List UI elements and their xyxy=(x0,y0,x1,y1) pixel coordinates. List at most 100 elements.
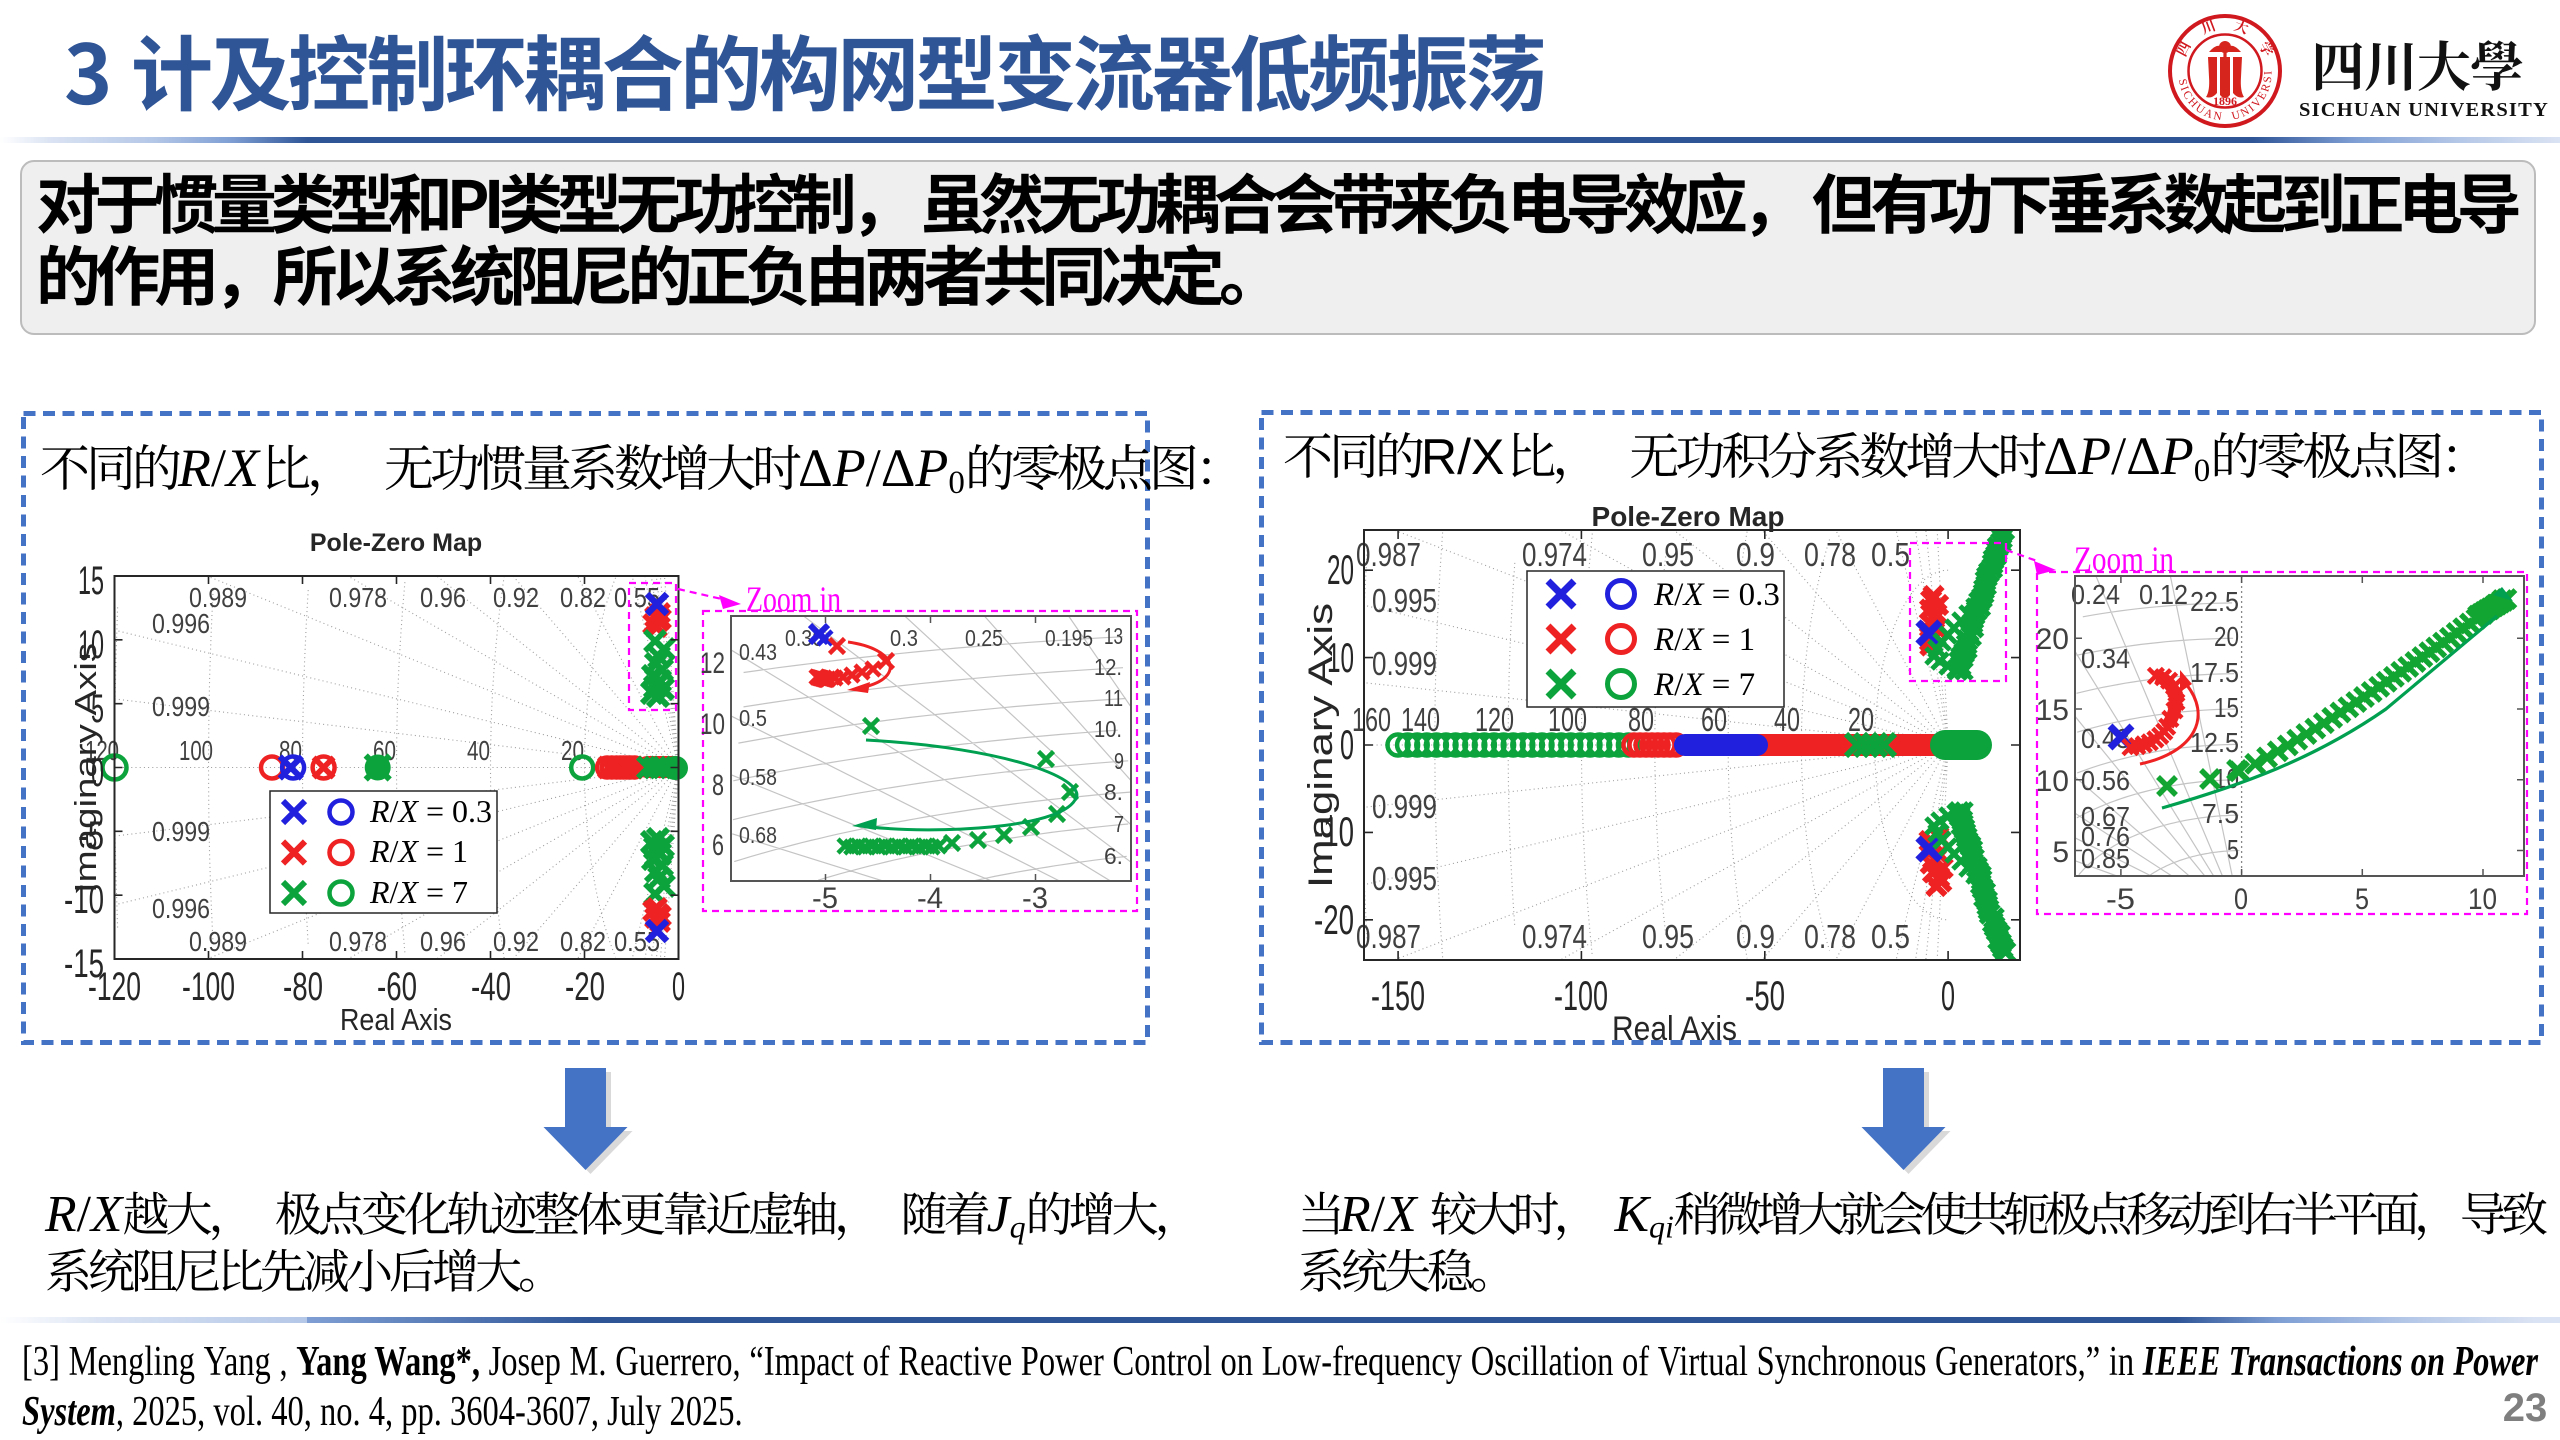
svg-text:/: / xyxy=(2111,426,2126,486)
svg-text:0.43: 0.43 xyxy=(739,639,777,665)
svg-text:0.987: 0.987 xyxy=(1356,918,1421,955)
svg-text:0.996: 0.996 xyxy=(152,893,210,924)
svg-text:0: 0 xyxy=(1941,972,1955,1019)
svg-text:/: / xyxy=(211,438,226,498)
svg-text:-4: -4 xyxy=(917,882,943,915)
svg-text:P: P xyxy=(2077,426,2111,486)
svg-text:0.24: 0.24 xyxy=(2071,579,2120,610)
svg-text:0.95: 0.95 xyxy=(1642,918,1694,955)
svg-text:10: 10 xyxy=(1327,634,1354,681)
svg-text:-5: -5 xyxy=(2106,883,2135,916)
svg-text:17.5: 17.5 xyxy=(2190,657,2239,688)
svg-text:0.989: 0.989 xyxy=(189,926,247,957)
svg-text:0.995: 0.995 xyxy=(1372,582,1437,619)
svg-text:12.: 12. xyxy=(1094,654,1122,680)
svg-text:0.974: 0.974 xyxy=(1522,536,1587,573)
svg-text:SICHUAN UNIVERSITY: SICHUAN UNIVERSITY xyxy=(2299,99,2549,121)
svg-text:10: 10 xyxy=(700,708,725,741)
svg-text:/: / xyxy=(1371,1186,1386,1243)
svg-text:10.: 10. xyxy=(1094,716,1122,742)
svg-text:0.76: 0.76 xyxy=(2081,821,2130,852)
svg-text:0.85: 0.85 xyxy=(2081,843,2130,874)
svg-text:R/X = 0.3: R/X = 0.3 xyxy=(369,793,492,829)
svg-text:20: 20 xyxy=(1848,701,1874,738)
svg-text:12.5: 12.5 xyxy=(2190,727,2239,758)
svg-text:-5: -5 xyxy=(78,814,104,858)
svg-text:Real Axis: Real Axis xyxy=(340,1002,452,1037)
svg-text:0.96: 0.96 xyxy=(420,582,466,613)
svg-text:12: 12 xyxy=(700,647,725,680)
svg-text:R/X: R/X xyxy=(1421,429,1504,485)
svg-text:0: 0 xyxy=(1340,721,1354,768)
svg-text:R/X = 7: R/X = 7 xyxy=(369,874,468,910)
svg-text:20: 20 xyxy=(2036,623,2069,656)
svg-text:P: P xyxy=(2160,426,2194,486)
svg-text:-20: -20 xyxy=(565,965,605,1009)
svg-text:/: / xyxy=(77,1186,92,1243)
svg-text:100: 100 xyxy=(179,735,213,766)
svg-text:40: 40 xyxy=(467,735,490,766)
svg-text:Δ: Δ xyxy=(881,438,916,498)
svg-text:0.92: 0.92 xyxy=(493,582,539,613)
svg-text:0.989: 0.989 xyxy=(189,582,247,613)
svg-text:10: 10 xyxy=(2036,765,2069,798)
svg-text:-120: -120 xyxy=(88,965,141,1009)
svg-text:q: q xyxy=(1010,1209,1026,1245)
svg-text:6.: 6. xyxy=(1104,843,1123,869)
svg-text:22.5: 22.5 xyxy=(2190,586,2239,617)
svg-text:0.82: 0.82 xyxy=(560,582,606,613)
svg-text:-60: -60 xyxy=(377,965,417,1009)
svg-text:-10: -10 xyxy=(1314,808,1354,855)
svg-text:15: 15 xyxy=(78,559,104,603)
svg-text:6: 6 xyxy=(712,829,724,862)
svg-text:0.999: 0.999 xyxy=(152,691,210,722)
svg-text:120: 120 xyxy=(1475,701,1514,738)
svg-text:-100: -100 xyxy=(182,965,235,1009)
svg-text:-10: -10 xyxy=(64,878,104,922)
svg-text:0.67: 0.67 xyxy=(2081,801,2130,832)
svg-text:R/X = 1: R/X = 1 xyxy=(369,833,468,869)
svg-text:0.96: 0.96 xyxy=(420,926,466,957)
svg-text:0.5: 0.5 xyxy=(1871,918,1910,955)
svg-text:9: 9 xyxy=(1114,748,1124,774)
svg-text:0.82: 0.82 xyxy=(560,926,606,957)
svg-text:-100: -100 xyxy=(1554,972,1608,1019)
svg-text:Δ: Δ xyxy=(2043,426,2078,486)
svg-text:-150: -150 xyxy=(1371,972,1425,1019)
svg-text:K: K xyxy=(1614,1186,1652,1243)
svg-text:10: 10 xyxy=(2468,883,2497,916)
svg-text:140: 140 xyxy=(1401,701,1440,738)
svg-text:20: 20 xyxy=(2214,621,2239,652)
svg-text:0: 0 xyxy=(948,465,965,501)
svg-text:0: 0 xyxy=(672,965,685,1009)
svg-text:7.5: 7.5 xyxy=(2202,798,2239,829)
svg-text:0: 0 xyxy=(2234,883,2248,916)
svg-text:X: X xyxy=(89,1186,125,1243)
svg-text:R: R xyxy=(177,438,211,498)
svg-text:0.12: 0.12 xyxy=(2139,579,2188,610)
svg-text:15: 15 xyxy=(2036,694,2069,727)
svg-text:R: R xyxy=(1338,1186,1371,1243)
svg-text:0.3: 0.3 xyxy=(890,625,918,651)
svg-text:P: P xyxy=(914,438,948,498)
svg-text:X: X xyxy=(224,438,261,498)
svg-text:R/X = 0.3: R/X = 0.3 xyxy=(1653,577,1780,613)
svg-text:15: 15 xyxy=(2214,692,2239,723)
svg-text:0.195: 0.195 xyxy=(1045,625,1093,651)
svg-text:0.999: 0.999 xyxy=(1372,645,1437,682)
svg-text:0.92: 0.92 xyxy=(493,926,539,957)
svg-text:7: 7 xyxy=(1114,811,1124,837)
svg-text:0.56: 0.56 xyxy=(2081,765,2130,796)
svg-text:-40: -40 xyxy=(471,965,511,1009)
svg-text:R/X = 1: R/X = 1 xyxy=(1653,622,1755,658)
svg-text:R/X = 7: R/X = 7 xyxy=(1653,667,1755,703)
svg-text:-5: -5 xyxy=(812,882,838,915)
svg-text:0.25: 0.25 xyxy=(965,625,1003,651)
svg-text:-3: -3 xyxy=(1022,882,1048,915)
svg-text:0.68: 0.68 xyxy=(739,822,777,848)
svg-text:0.58: 0.58 xyxy=(739,764,777,790)
svg-text:0.78: 0.78 xyxy=(1804,918,1856,955)
svg-text:J: J xyxy=(987,1186,1012,1243)
svg-text:/: / xyxy=(866,438,881,498)
svg-text:0.5: 0.5 xyxy=(739,705,767,731)
